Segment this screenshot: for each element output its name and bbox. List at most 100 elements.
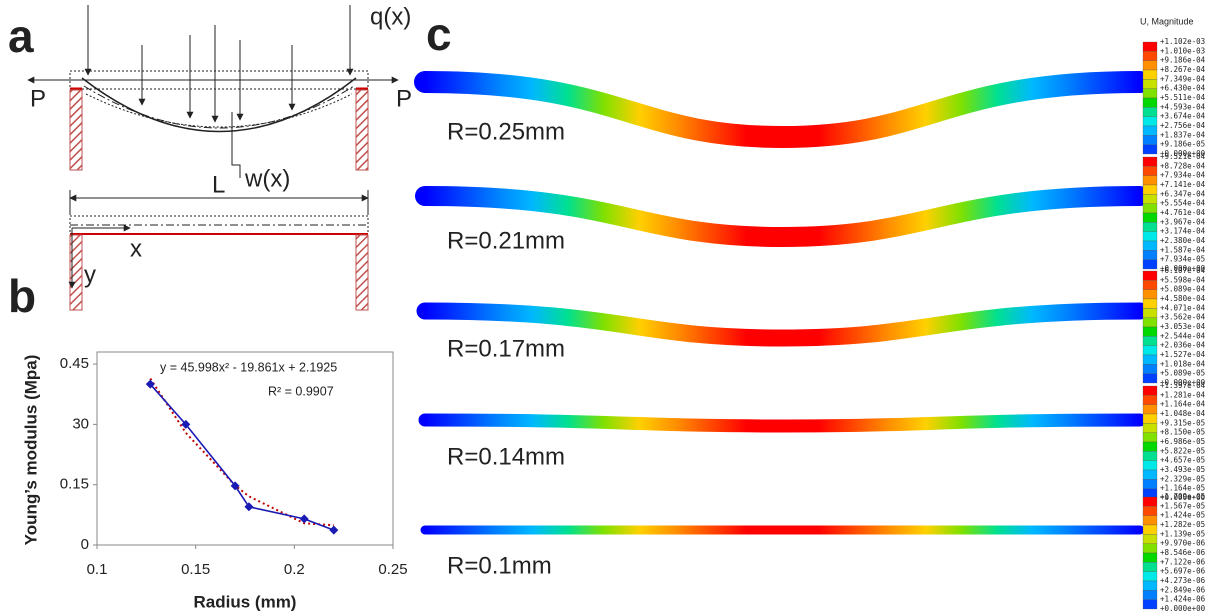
colorbar-label: +1.709e-05: [1160, 492, 1205, 501]
colorbar-label: +5.089e-05: [1160, 369, 1205, 378]
colorbar-label: +4.071e-04: [1160, 303, 1206, 312]
colorbar-label: +8.150e-05: [1160, 428, 1205, 437]
diagram-label: w(x): [244, 165, 290, 192]
diagram-label: L: [212, 171, 225, 198]
colorbar-cell: [1143, 117, 1157, 126]
colorbar-cell: [1143, 145, 1157, 154]
colorbar-cell: [1143, 562, 1157, 571]
colorbar-cell: [1143, 364, 1157, 373]
colorbar-label: +2.544e-04: [1160, 331, 1206, 340]
colorbar-cell: [1143, 534, 1157, 543]
colorbar-cell: [1143, 290, 1157, 299]
colorbar-cell: [1143, 516, 1157, 525]
colorbar-label: +1.048e-04: [1160, 409, 1206, 418]
colorbar-cell: [1143, 79, 1157, 88]
colorbar-label: +1.567e-05: [1160, 501, 1205, 510]
colorbar-label: +8.546e-06: [1160, 548, 1206, 557]
colorbar-label: +1.424e-06: [1160, 595, 1206, 604]
colorbar-cell: [1143, 506, 1157, 515]
diagram-label: P: [396, 85, 412, 112]
colorbar-cell: [1143, 553, 1157, 562]
colorbar-cell: [1143, 405, 1157, 414]
colorbar-cell: [1143, 70, 1157, 79]
colorbar-cell: [1143, 581, 1157, 590]
colorbar-label: +2.849e-06: [1160, 585, 1206, 594]
colorbar-label: +4.593e-04: [1160, 102, 1206, 111]
colorbar-label: +6.107e-04: [1160, 266, 1206, 275]
colorbar-cell: [1143, 61, 1157, 70]
colorbar-cell: [1143, 355, 1157, 364]
y-axis-label: Young’s modulus (Mpa): [21, 355, 40, 546]
colorbar-label: +2.756e-04: [1160, 121, 1206, 130]
colorbar-cell: [1143, 51, 1157, 60]
colorbar-cell: [1143, 423, 1157, 432]
colorbar-label: +3.493e-05: [1160, 465, 1205, 474]
colorbar-label: +4.657e-05: [1160, 456, 1205, 465]
beam-label: R=0.25mm: [447, 118, 565, 145]
panel-label: c: [426, 8, 452, 60]
colorbar-cell: [1143, 308, 1157, 317]
y-tick-label: 30: [72, 415, 89, 432]
x-tick-label: 0.2: [284, 561, 305, 578]
x-tick-label: 0.25: [378, 561, 407, 578]
colorbar-label: +1.102e-03: [1160, 37, 1205, 46]
colorbar-cell: [1143, 213, 1157, 222]
colorbar-label: +0.000e+00: [1160, 604, 1206, 613]
data-point: [244, 502, 253, 511]
series-line: [150, 384, 334, 530]
colorbar-cell: [1143, 600, 1157, 609]
y-tick-label: 0.45: [60, 355, 89, 372]
colorbar-label: +1.527e-04: [1160, 350, 1206, 359]
colorbar-label: +4.761e-04: [1160, 208, 1206, 217]
panel-label: b: [8, 270, 36, 322]
colorbar-cell: [1143, 414, 1157, 423]
diagram-label: q(x): [370, 3, 411, 30]
panel-label: a: [8, 10, 34, 62]
colorbar-label: +6.430e-04: [1160, 84, 1206, 93]
colorbar-label: +7.122e-06: [1160, 557, 1206, 566]
colorbar-label: +3.053e-04: [1160, 322, 1206, 331]
colorbar-cell: [1143, 232, 1157, 241]
colorbar-label: +1.837e-04: [1160, 130, 1206, 139]
colorbar-label: +6.986e-05: [1160, 437, 1205, 446]
plot-frame: [97, 352, 393, 545]
colorbar-label: +2.329e-05: [1160, 474, 1205, 483]
colorbar-label: +1.282e-05: [1160, 520, 1205, 529]
colorbar-cell: [1143, 327, 1157, 336]
r-squared: R² = 0.9907: [268, 384, 334, 398]
y-tick-label: 0: [81, 536, 89, 553]
colorbar-label: +9.186e-04: [1160, 56, 1206, 65]
x-axis-label: Radius (mm): [194, 592, 297, 611]
colorbar-label: +2.380e-04: [1160, 236, 1206, 245]
colorbar-cell: [1143, 433, 1157, 442]
colorbar-label: +1.018e-04: [1160, 359, 1206, 368]
colorbar-label: +5.598e-04: [1160, 275, 1206, 284]
beam-label: R=0.14mm: [447, 443, 565, 470]
colorbar-label: +1.424e-05: [1160, 511, 1205, 520]
data-point: [300, 514, 309, 523]
colorbar-label: +9.186e-05: [1160, 140, 1205, 149]
colorbar-cell: [1143, 166, 1157, 175]
figure: a b c q(x) w(x) P P L x y Radius (mm) Yo…: [0, 0, 1223, 613]
colorbar-label: +8.267e-04: [1160, 65, 1206, 74]
colorbar-cell: [1143, 590, 1157, 599]
colorbar-cell: [1143, 260, 1157, 269]
colorbar-cell: [1143, 395, 1157, 404]
x-tick-label: 0.1: [87, 561, 108, 578]
colorbar-cell: [1143, 336, 1157, 345]
colorbar-cell: [1143, 107, 1157, 116]
colorbar-cell: [1143, 346, 1157, 355]
beam-label: R=0.1mm: [447, 552, 552, 579]
x-tick-label: 0.15: [181, 561, 210, 578]
beam: [425, 420, 1140, 426]
colorbar-label: +1.587e-04: [1160, 245, 1206, 254]
beam-label: R=0.21mm: [447, 227, 565, 254]
diagram-label: x: [130, 235, 142, 262]
colorbar-label: +1.139e-05: [1160, 529, 1205, 538]
legend-title: U, Magnitude: [1140, 16, 1194, 26]
colorbar-cell: [1143, 135, 1157, 144]
colorbar-cell: [1143, 572, 1157, 581]
colorbar-label: +7.934e-05: [1160, 255, 1205, 264]
colorbar-label: +9.315e-05: [1160, 418, 1205, 427]
colorbar-cell: [1143, 451, 1157, 460]
